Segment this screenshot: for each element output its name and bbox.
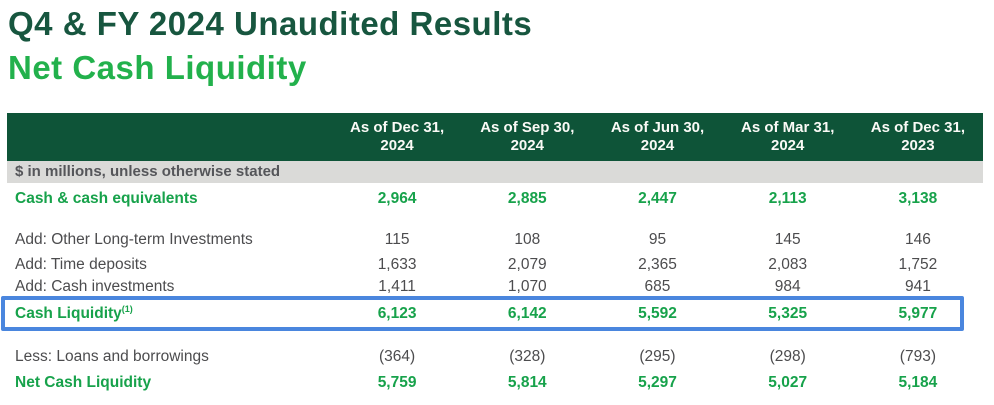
cell-value: 5,027 (768, 374, 808, 391)
column-header-line1: As of Jun 30, (610, 119, 705, 136)
row-label-text: Cash Liquidity (15, 305, 122, 322)
row-label-text: Add: Other Long-term Investments (15, 230, 253, 248)
cell-value: 1,752 (898, 255, 938, 273)
cell-value: 2,083 (768, 255, 808, 273)
row-spacer (7, 331, 983, 344)
cell-value: 2,964 (377, 190, 417, 207)
column-header-line1: As of Dec 31, (349, 119, 445, 136)
cell-value: 115 (384, 230, 410, 248)
row-label: Add: Time deposits (7, 256, 332, 274)
net-cash-liquidity-table: As of Dec 31, 2024 As of Sep 30, 2024 As… (7, 113, 983, 396)
cell-value: 685 (644, 278, 671, 295)
row-label-text: Net Cash Liquidity (15, 374, 152, 391)
column-header-jun-2024: As of Jun 30, 2024 (592, 119, 722, 155)
cell-value: 2,113 (768, 190, 807, 207)
cell-value: (364) (379, 348, 416, 365)
cell-value: 5,184 (898, 374, 938, 391)
cell-value: 2,079 (507, 255, 547, 273)
unit-note: $ in millions, unless otherwise stated (7, 161, 983, 183)
cell-value: 145 (774, 230, 801, 248)
table-row-loans-borrowings: Less: Loans and borrowings (364) (328) (… (7, 344, 983, 370)
row-label: Cash Liquidity(1) (7, 303, 332, 323)
cell-value: 146 (904, 230, 931, 248)
cell-value: 1,070 (507, 278, 547, 295)
cell-value: 2,885 (507, 190, 547, 207)
column-header-mar-2024: As of Mar 31, 2024 (723, 119, 853, 155)
column-header-line1: As of Sep 30, (480, 119, 575, 136)
column-header-line2: 2024 (640, 137, 675, 154)
column-header-line2: 2024 (380, 137, 414, 154)
cell-value: 984 (774, 278, 801, 295)
row-label-text: Add: Cash investments (15, 278, 175, 295)
cell-value: 1,411 (378, 278, 416, 295)
table-row-net-cash-liquidity: Net Cash Liquidity 5,759 5,814 5,297 5,0… (7, 370, 983, 396)
table-row-cash-investments: Add: Cash investments 1,411 1,070 685 98… (7, 277, 983, 297)
cell-value: 108 (514, 230, 541, 248)
cell-value: 6,123 (377, 305, 417, 322)
column-header-sep-2024: As of Sep 30, 2024 (462, 119, 592, 155)
table-header-row: As of Dec 31, 2024 As of Sep 30, 2024 As… (7, 113, 983, 161)
page-title: Q4 & FY 2024 Unaudited Results (8, 5, 533, 42)
cell-value: 5,297 (638, 374, 677, 391)
cell-value: 2,365 (638, 255, 677, 273)
cell-value: 5,592 (638, 305, 677, 322)
cell-value: 6,142 (507, 305, 547, 322)
cell-value: (328) (509, 348, 546, 365)
cell-value: 5,814 (507, 374, 547, 391)
table-row-other-longterm-investments: Add: Other Long-term Investments 115 108… (7, 227, 983, 252)
cell-value: 1,633 (377, 255, 417, 273)
cell-value: (298) (769, 348, 806, 365)
footnote-marker: (1) (121, 303, 133, 314)
page-subtitle: Net Cash Liquidity (8, 49, 307, 86)
row-label-text: Cash & cash equivalents (15, 190, 198, 207)
cell-value: (295) (639, 348, 676, 365)
cell-value: 941 (904, 278, 931, 295)
table-row-time-deposits: Add: Time deposits 1,633 2,079 2,365 2,0… (7, 252, 983, 277)
row-label-text: Less: Loans and borrowings (15, 348, 209, 365)
row-label: Add: Other Long-term Investments (7, 231, 332, 249)
table-row-cash-liquidity-highlighted: Cash Liquidity(1) 6,123 6,142 5,592 5,32… (7, 297, 983, 331)
column-header-line2: 2024 (510, 137, 544, 154)
row-label: Less: Loans and borrowings (7, 348, 332, 366)
cell-value: 95 (648, 230, 667, 248)
cell-value: 3,138 (898, 190, 938, 207)
table-row-cash-equivalents: Cash & cash equivalents 2,964 2,885 2,44… (7, 183, 983, 215)
column-header-line1: As of Dec 31, (870, 119, 965, 136)
row-label: Add: Cash investments (7, 278, 332, 296)
column-header-dec-2024: As of Dec 31, 2024 (332, 119, 462, 155)
column-header-line1: As of Mar 31, (741, 119, 835, 136)
column-header-line2: 2024 (771, 137, 805, 154)
row-label: Cash & cash equivalents (7, 190, 332, 208)
row-spacer (7, 215, 983, 227)
column-header-line2: 2023 (901, 137, 935, 154)
column-header-dec-2023: As of Dec 31, 2023 (853, 119, 983, 155)
cell-value: 2,447 (638, 190, 677, 207)
row-label: Net Cash Liquidity (7, 374, 332, 392)
cell-value: 5,759 (377, 374, 417, 391)
cell-value: 5,977 (898, 305, 938, 322)
cell-value: (793) (899, 348, 936, 365)
row-label-text: Add: Time deposits (15, 255, 147, 273)
cell-value: 5,325 (768, 305, 808, 322)
